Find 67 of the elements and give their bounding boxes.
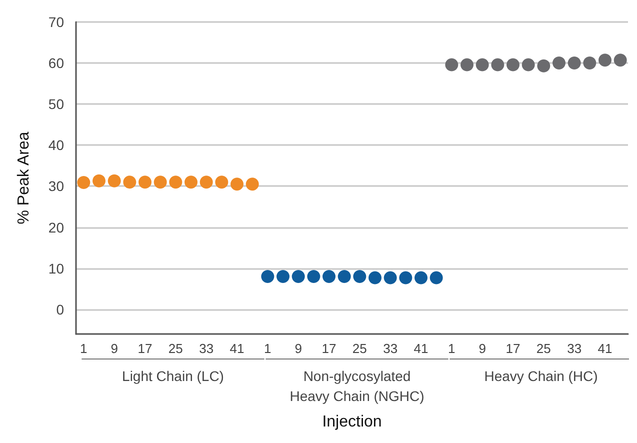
y-tick-label: 50 <box>48 96 64 112</box>
x-tick-label: 25 <box>168 341 183 356</box>
point <box>399 271 412 284</box>
point <box>476 58 489 72</box>
point <box>583 56 596 70</box>
point <box>353 270 366 284</box>
y-axis-title: % Peak Area <box>16 132 32 224</box>
point <box>246 178 259 191</box>
point <box>522 58 535 72</box>
x-tick-label: 1 <box>80 341 88 356</box>
x-tick-label: 33 <box>383 341 398 356</box>
point <box>307 270 320 284</box>
x-tick-label: 9 <box>294 341 302 356</box>
point <box>430 271 443 284</box>
point <box>123 176 136 189</box>
point <box>338 270 351 284</box>
point <box>154 176 167 189</box>
point <box>552 56 566 70</box>
x-tick-label: 41 <box>598 341 612 356</box>
x-tick-label: 17 <box>506 341 520 356</box>
point <box>537 59 550 72</box>
point <box>108 174 121 188</box>
point <box>384 271 397 284</box>
point <box>138 176 152 189</box>
x-tick-label: 41 <box>414 341 428 356</box>
x-tick-label: 9 <box>478 341 486 356</box>
y-tick-label: 0 <box>56 301 64 318</box>
point <box>460 58 474 72</box>
x-tick-label: 41 <box>230 341 244 356</box>
point <box>445 58 458 72</box>
x-tick-label: 33 <box>199 341 214 356</box>
x-tick-label: 25 <box>536 341 551 356</box>
point <box>322 270 336 284</box>
text: Light Chain (LC) <box>122 368 224 384</box>
point <box>77 176 90 190</box>
point <box>368 271 382 284</box>
point <box>215 176 228 189</box>
point <box>491 58 504 72</box>
point <box>614 54 627 67</box>
y-tick-label: 10 <box>48 260 64 276</box>
point <box>92 174 106 188</box>
point <box>184 176 198 189</box>
text: Non-glycosylated Heavy Chain (NGHC) <box>290 368 424 404</box>
y-tick-label: 40 <box>48 137 64 154</box>
y-tick-label: 30 <box>48 178 64 194</box>
x-tick-label: 1 <box>448 341 456 356</box>
point <box>506 58 520 72</box>
y-tick-label: 60 <box>48 55 64 72</box>
point <box>292 270 305 284</box>
y-tick-label: 20 <box>48 219 64 236</box>
point <box>200 176 213 189</box>
x-tick-label: 17 <box>138 341 152 356</box>
text: Heavy Chain (HC) <box>484 368 598 384</box>
point <box>568 56 581 70</box>
point <box>276 270 290 284</box>
x-tick-label: 33 <box>567 341 582 356</box>
y-tick-label: 70 <box>48 14 64 30</box>
x-tick-label: 1 <box>264 341 272 356</box>
x-axis-title: Injection <box>322 414 382 430</box>
point <box>261 270 274 284</box>
point <box>169 176 182 189</box>
point <box>230 178 244 191</box>
point <box>414 271 428 284</box>
x-tick-label: 9 <box>110 341 118 356</box>
point <box>598 54 612 67</box>
x-tick-label: 25 <box>352 341 367 356</box>
x-tick-label: 17 <box>322 341 336 356</box>
